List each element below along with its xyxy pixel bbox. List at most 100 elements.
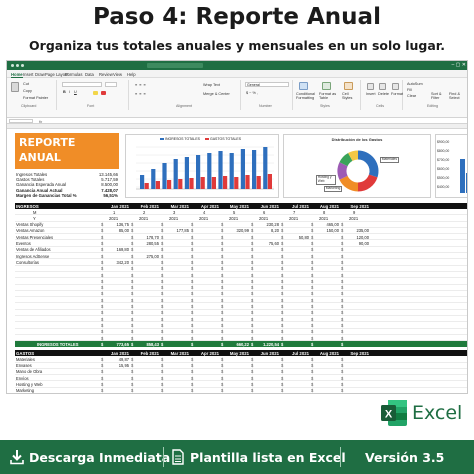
currency-symbol: $ [161,316,164,322]
format-cells-button[interactable]: Format [391,92,404,96]
currency-symbol: $ [221,259,224,265]
bar-gastos [223,176,228,189]
currency-symbol: $ [251,278,254,284]
fill-color-icon[interactable] [93,91,98,95]
number-format-select[interactable]: General [245,82,289,87]
currency-symbol: $ [131,329,134,335]
currency-symbol: $ [311,272,314,278]
currency-symbol: $ [341,388,344,394]
menu-tab-insert[interactable]: Insert [23,71,34,77]
fill-button[interactable]: Fill [407,88,412,92]
format-painter-button[interactable]: Format Painter [23,96,49,100]
currency-symbol: $ [221,285,224,291]
title-search-box[interactable] [147,63,203,68]
cell-value: 75,60 [268,241,279,246]
row-label: Ingresos AdSense [16,253,50,259]
merge-center-button[interactable]: Merge & Center [203,92,230,96]
table-row: $ $ $ $ $ $ $ $ $ [15,304,467,310]
currency-symbol: $ [251,247,254,253]
donut-slice [339,153,353,167]
format-cells-icon[interactable] [392,83,399,90]
align-left-icon[interactable]: ≡ ≡ ≡ [135,92,147,96]
align-top-icon[interactable]: ≡ ≡ ≡ [135,83,147,87]
bar-gastos [245,175,250,189]
summary-row: Ganancia Anual Actual 7.428,07 [15,188,119,193]
currency-symbol: $ [161,241,164,246]
bold-button[interactable]: B [63,90,66,94]
autosum-button[interactable]: AutoSum [407,82,423,86]
currency-symbol: $ [311,228,314,234]
currency-symbol: $ [161,335,164,341]
menu-tab-review[interactable]: Review [99,71,113,77]
currency-symbol: $ [101,247,104,253]
table-row: M 1 2 3 4 5 6 7 8 9 [15,209,467,216]
fx-icon[interactable]: fx [39,118,43,124]
copy-button[interactable]: Copy [23,89,32,93]
window-controls-icon[interactable]: – ▢ ✕ [451,62,466,68]
insert-cells-button[interactable]: Insert [366,92,376,96]
currency-symbol: $ [191,234,194,240]
conditional-format-button[interactable]: Conditional Formatting [296,92,315,101]
currency-symbol: $ [131,363,134,369]
paste-icon[interactable] [11,82,19,92]
format-table-button[interactable]: Format as Table [319,92,337,101]
menu-tab-draw[interactable]: Draw [35,71,45,77]
menu-tab-view[interactable]: View [113,71,123,77]
currency-symbol: $ [101,304,104,309]
italic-button[interactable]: I [69,90,71,94]
currency-symbol: $ [221,310,224,316]
cell-value: 50,80 [298,234,309,240]
menu-tab-help[interactable]: Help [127,71,136,77]
currency-symbol: $ [281,310,284,316]
summary-value: 7.428,07 [101,187,118,193]
clear-button[interactable]: Clear [407,94,417,98]
currency-symbol: $ [101,259,104,265]
ribbon-group-alignment: ≡ ≡ ≡ ≡ ≡ ≡ Wrap Text Merge & Center Ali… [131,80,241,110]
bar-ingresos [184,157,189,189]
bar-chart-plot [136,146,274,190]
table-row: $ $ $ $ $ $ $ $ $ [15,272,467,279]
currency-symbol: $ [191,297,194,303]
currency-symbol: $ [131,375,134,381]
table-row: Y 2021 2021 2021 2021 2021 2021 2021 2021 2021 [15,215,467,222]
underline-button[interactable]: U [74,90,77,94]
cell-styles-icon[interactable] [344,82,353,90]
font-name-select[interactable] [62,82,102,87]
insert-cells-icon[interactable] [367,83,374,90]
ribbon-group-cells: Insert Delete Format Cells [363,80,403,110]
cut-button[interactable]: Cut [23,82,29,86]
summary-value: 8.500,00 [101,182,118,188]
format-table-icon[interactable] [322,82,331,90]
find-select-button[interactable]: Find & Select [449,92,460,101]
wrap-text-button[interactable]: Wrap Text [203,83,220,87]
currency-symbol: $ [311,259,314,265]
delete-cells-icon[interactable] [379,83,386,90]
sort-filter-button[interactable]: Sort & Filter [431,92,442,101]
menu-tab-page-layout[interactable]: Page Layout [45,71,69,77]
currency-symbol: $ [251,329,254,335]
delete-cells-button[interactable]: Delete [378,92,389,96]
name-box[interactable] [9,119,33,123]
currency-symbol: $ [281,234,284,240]
currency-symbol: $ [281,356,284,362]
row-label: Envíos [16,375,29,381]
month-header: Aug 2021 [319,203,339,209]
currency-symbol: $ [251,335,254,341]
currency-symbol: $ [221,266,224,272]
footer-divider [163,447,164,467]
conditional-format-icon[interactable] [299,82,308,90]
font-size-select[interactable] [105,82,117,87]
font-color-icon[interactable] [101,91,106,95]
ribbon-group-number: General $ ~ % , Number [243,80,293,110]
menu-tab-formulas[interactable]: Formulas [65,71,83,77]
cell-styles-button[interactable]: Cell Styles [342,92,353,101]
menu-tab-home[interactable]: Home [11,71,23,78]
currency-format-icon[interactable]: $ ~ % , [246,91,258,95]
currency-symbol: $ [251,316,254,322]
currency-symbol: $ [101,272,104,278]
bar-ingresos [162,163,167,189]
month-header: Jul 2021 [292,351,309,357]
currency-symbol: $ [191,247,194,253]
menu-tab-data[interactable]: Data [85,71,94,77]
total-value: 660,22 [236,342,249,348]
